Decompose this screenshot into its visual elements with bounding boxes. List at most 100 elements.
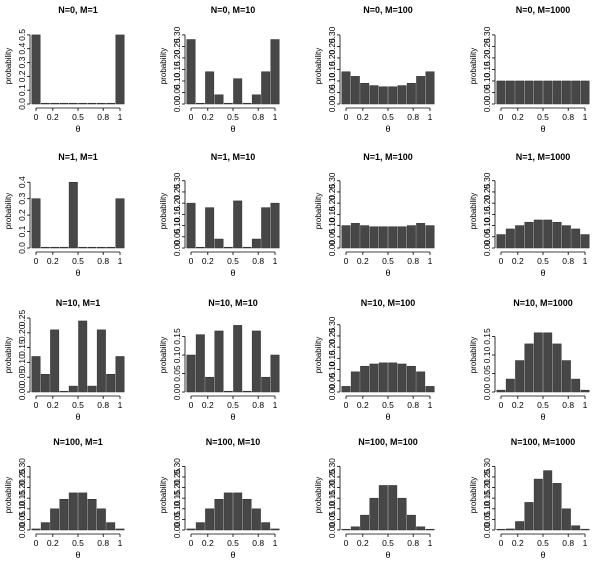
panel-13: N=100, M=10.000.050.100.150.200.250.300 0… bbox=[4, 437, 125, 560]
y-tick-label: 0.05 bbox=[172, 511, 182, 528]
x-tick-label: 0.8 bbox=[562, 400, 574, 410]
y-tick-label: 0.4 bbox=[17, 43, 27, 55]
bar bbox=[223, 390, 233, 393]
bar bbox=[350, 76, 360, 105]
bar bbox=[68, 492, 78, 531]
bar bbox=[223, 492, 233, 531]
x-axis-label: θ bbox=[385, 124, 390, 134]
bar bbox=[50, 246, 60, 249]
y-tick-label: 0.10 bbox=[172, 500, 182, 517]
x-tick-label: 1 bbox=[583, 112, 588, 122]
y-axis-label: probability bbox=[469, 337, 478, 373]
bar bbox=[341, 528, 351, 531]
y-tick-label: 0.00 bbox=[482, 383, 492, 400]
x-axis-label: θ bbox=[385, 412, 390, 422]
x-tick-label: 0.2 bbox=[512, 112, 524, 122]
x-tick-label: 0.8 bbox=[252, 538, 264, 548]
panel-title: N=10, M=1 bbox=[56, 298, 101, 308]
bar bbox=[505, 378, 515, 393]
bar bbox=[524, 502, 534, 531]
y-tick-label: 0.25 bbox=[327, 183, 337, 200]
bar bbox=[242, 102, 252, 105]
x-tick-label: 0.2 bbox=[357, 400, 369, 410]
bar bbox=[87, 385, 97, 393]
y-tick-label: 0.20 bbox=[172, 479, 182, 496]
bar bbox=[96, 246, 106, 249]
bar bbox=[360, 514, 370, 531]
bar bbox=[242, 246, 252, 249]
bar bbox=[87, 498, 97, 531]
y-tick-label: 0.00 bbox=[482, 95, 492, 112]
bar bbox=[416, 371, 426, 393]
panel-10: N=10, M=10 0.000.05 0.100.15 0 0.2 0.5 0.8 1 θ pr… bbox=[159, 298, 280, 422]
y-tick-label: 0.2 bbox=[17, 209, 27, 221]
panel-2: N=0, M=10 0.000.050.100.150.200.250.30 0 0.… bbox=[159, 5, 280, 134]
bar bbox=[261, 207, 271, 249]
bar bbox=[78, 320, 88, 393]
x-tick-label: 0.5 bbox=[537, 538, 549, 548]
panel-6: N=1, M=10 0.000.050.100.150.200.250.30 0 0.… bbox=[159, 152, 280, 278]
y-tick-label: 0.15 bbox=[327, 61, 337, 78]
x-axis-label: θ bbox=[385, 550, 390, 560]
x-tick-label: 0.8 bbox=[407, 256, 419, 266]
bar bbox=[425, 386, 435, 393]
bar bbox=[416, 526, 426, 531]
y-tick-label: 0.15 bbox=[172, 61, 182, 78]
y-tick-label: 0.10 bbox=[172, 217, 182, 234]
x-axis-label: θ bbox=[75, 412, 80, 422]
y-tick-label: 0.10 bbox=[482, 346, 492, 363]
bar bbox=[533, 478, 543, 531]
bar bbox=[195, 102, 205, 105]
y-tick-label: 0.05 bbox=[482, 511, 492, 528]
y-tick-label: 0.15 bbox=[17, 490, 27, 507]
y-axis-label: probability bbox=[159, 477, 168, 513]
panel-7: N=1, M=1000.000.050.100.150.200.250.300 0… bbox=[314, 152, 435, 278]
y-tick-label: 0.15 bbox=[327, 206, 337, 223]
panel-title: N=1, M=1000 bbox=[516, 152, 571, 162]
bar bbox=[59, 498, 69, 531]
y-tick-label: 0.00 bbox=[482, 521, 492, 538]
bar bbox=[251, 330, 261, 393]
x-tick-label: 0 bbox=[34, 400, 39, 410]
y-tick-label: 0.05 bbox=[17, 369, 27, 386]
bar bbox=[68, 181, 78, 249]
y-tick-label: 0.05 bbox=[172, 228, 182, 245]
y-tick-label: 0.00 bbox=[172, 239, 182, 256]
y-tick-label: 0.20 bbox=[327, 49, 337, 66]
x-tick-label: 0 bbox=[344, 538, 349, 548]
bar bbox=[96, 102, 106, 105]
x-tick-label: 0.2 bbox=[512, 538, 524, 548]
x-tick-label: 0.2 bbox=[47, 112, 59, 122]
x-tick-label: 0.5 bbox=[72, 256, 84, 266]
bar bbox=[533, 219, 543, 249]
y-tick-label: 0.10 bbox=[327, 500, 337, 517]
bar bbox=[78, 102, 88, 105]
y-tick-label: 0.10 bbox=[482, 217, 492, 234]
panel-5: N=1, M=1 0.0 0.1 0.2 0.3 0.4 0 0.2 0.5 0.8 1 θ proba… bbox=[4, 152, 125, 278]
x-tick-label: 0 bbox=[189, 112, 194, 122]
x-tick-label: 0 bbox=[499, 400, 504, 410]
bar bbox=[50, 329, 60, 393]
y-axis-label: probability bbox=[4, 477, 13, 513]
bar bbox=[571, 228, 581, 249]
y-tick-label: 0.20 bbox=[482, 479, 492, 496]
bar bbox=[40, 102, 50, 105]
y-tick-label: 0.00 bbox=[327, 239, 337, 256]
y-tick-label: 0.30 bbox=[172, 172, 182, 189]
bar bbox=[543, 470, 553, 531]
y-axis-label: probability bbox=[159, 193, 168, 229]
x-tick-label: 0 bbox=[34, 112, 39, 122]
y-tick-label: 0.05 bbox=[327, 372, 337, 389]
y-tick-label: 0.3 bbox=[17, 56, 27, 68]
y-axis-label: probability bbox=[314, 193, 323, 229]
x-tick-label: 0.5 bbox=[537, 400, 549, 410]
x-tick-label: 0.2 bbox=[357, 538, 369, 548]
y-tick-label: 0.20 bbox=[482, 49, 492, 66]
y-tick-label: 0.00 bbox=[482, 239, 492, 256]
bar bbox=[515, 521, 525, 531]
panel-title: N=100, M=10 bbox=[206, 437, 261, 447]
y-tick-label: 0.20 bbox=[172, 49, 182, 66]
x-tick-label: 1 bbox=[583, 538, 588, 548]
bar bbox=[496, 80, 506, 105]
bar bbox=[50, 102, 60, 105]
